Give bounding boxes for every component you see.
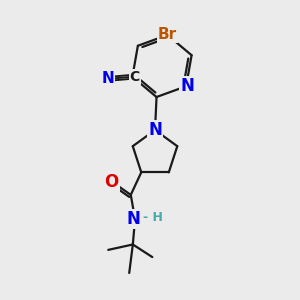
Text: N: N xyxy=(148,121,162,139)
Text: Br: Br xyxy=(158,27,177,42)
Text: N: N xyxy=(127,210,140,228)
Text: N: N xyxy=(181,77,195,95)
Text: O: O xyxy=(104,173,119,191)
Text: C: C xyxy=(130,70,140,84)
Text: - H: - H xyxy=(143,212,163,224)
Text: N: N xyxy=(101,71,114,86)
